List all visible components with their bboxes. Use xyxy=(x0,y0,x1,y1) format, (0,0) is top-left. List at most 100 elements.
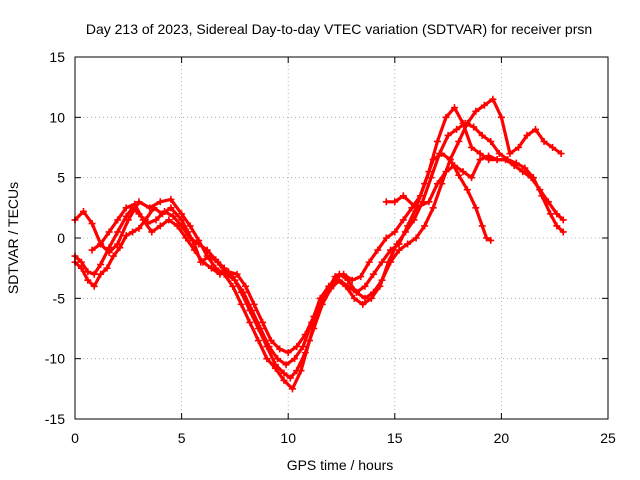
data-point xyxy=(231,276,239,284)
data-point xyxy=(122,204,130,212)
data-point xyxy=(156,222,164,230)
y-tick-label: 10 xyxy=(49,109,65,125)
data-point xyxy=(246,318,254,326)
data-point xyxy=(485,152,493,160)
data-point xyxy=(288,385,296,393)
data-point xyxy=(404,240,412,248)
y-axis-label: SDTVAR / TECUs xyxy=(5,182,21,294)
data-point xyxy=(109,252,117,260)
data-point xyxy=(280,376,288,384)
data-point xyxy=(350,294,358,302)
data-point xyxy=(152,216,160,224)
data-point xyxy=(129,228,137,236)
chart-title: Day 213 of 2023, Sidereal Day-to-day VTE… xyxy=(86,21,592,37)
data-point xyxy=(301,331,309,339)
data-point xyxy=(250,300,258,308)
data-point xyxy=(536,186,544,194)
data-point xyxy=(124,216,132,224)
x-tick-label: 25 xyxy=(600,430,616,446)
data-point xyxy=(527,174,535,182)
data-point xyxy=(256,325,264,332)
data-point xyxy=(476,150,484,158)
data-point xyxy=(344,276,352,284)
data-point xyxy=(199,258,207,266)
data-point xyxy=(476,156,484,164)
data-point xyxy=(472,107,480,115)
data-point xyxy=(239,288,247,296)
data-point xyxy=(446,156,454,164)
data-point xyxy=(544,198,552,206)
y-tick-label: 5 xyxy=(57,170,65,186)
data-point xyxy=(184,228,192,236)
data-point xyxy=(410,216,418,224)
data-point xyxy=(205,252,213,260)
data-point xyxy=(237,300,245,308)
data-point xyxy=(342,282,350,290)
data-point xyxy=(233,270,241,278)
data-point xyxy=(433,180,441,188)
data-point xyxy=(487,236,495,244)
data-point xyxy=(97,240,105,248)
series-track-2 xyxy=(71,104,510,393)
data-point xyxy=(463,186,471,194)
data-point xyxy=(382,234,390,242)
data-point xyxy=(482,234,490,242)
data-point xyxy=(80,207,88,215)
data-point xyxy=(450,104,458,112)
data-point xyxy=(90,282,98,290)
data-point xyxy=(135,198,143,206)
x-tick-label: 10 xyxy=(280,430,296,446)
data-point xyxy=(158,210,166,218)
data-point xyxy=(114,216,122,224)
data-point xyxy=(412,204,420,212)
y-tick-label: -10 xyxy=(45,351,65,367)
data-point xyxy=(470,123,478,131)
data-point xyxy=(401,228,409,236)
data-point xyxy=(216,270,224,278)
data-point xyxy=(468,174,476,182)
data-point xyxy=(299,343,307,351)
data-point xyxy=(553,210,561,218)
y-tick-label: -15 xyxy=(45,411,65,427)
data-point xyxy=(186,222,194,230)
data-point xyxy=(88,246,96,254)
data-point xyxy=(135,224,143,232)
data-point xyxy=(478,131,486,139)
data-point xyxy=(374,246,382,254)
data-point xyxy=(412,234,420,242)
data-point xyxy=(427,174,435,182)
data-point xyxy=(455,137,463,145)
data-point xyxy=(327,282,335,290)
data-point xyxy=(169,212,177,220)
data-point xyxy=(116,244,124,252)
data-point xyxy=(391,198,399,206)
data-point xyxy=(416,192,424,200)
data-point xyxy=(459,168,467,176)
data-point xyxy=(425,198,433,206)
data-point xyxy=(291,355,299,363)
x-axis-label: GPS time / hours xyxy=(287,457,394,473)
data-point xyxy=(559,228,567,236)
data-point xyxy=(122,212,130,220)
data-point xyxy=(559,216,567,224)
series-line xyxy=(73,106,508,391)
data-series xyxy=(71,95,567,393)
data-point xyxy=(165,216,173,224)
data-point xyxy=(263,355,271,363)
data-point xyxy=(114,228,122,236)
data-point xyxy=(489,95,497,103)
axis-ticks: 0 5 10 15 20 25 -15 -10 -5 0 5 10 15 xyxy=(45,49,616,446)
data-point xyxy=(352,288,360,296)
data-point xyxy=(421,222,429,230)
data-point xyxy=(282,361,290,369)
data-point xyxy=(195,236,203,244)
data-point xyxy=(369,270,377,278)
data-point xyxy=(97,261,105,269)
data-point xyxy=(455,171,463,179)
data-point xyxy=(557,150,565,158)
data-point xyxy=(514,144,522,151)
series-track-5 xyxy=(382,152,567,224)
data-point xyxy=(493,156,501,164)
data-point xyxy=(399,216,407,224)
